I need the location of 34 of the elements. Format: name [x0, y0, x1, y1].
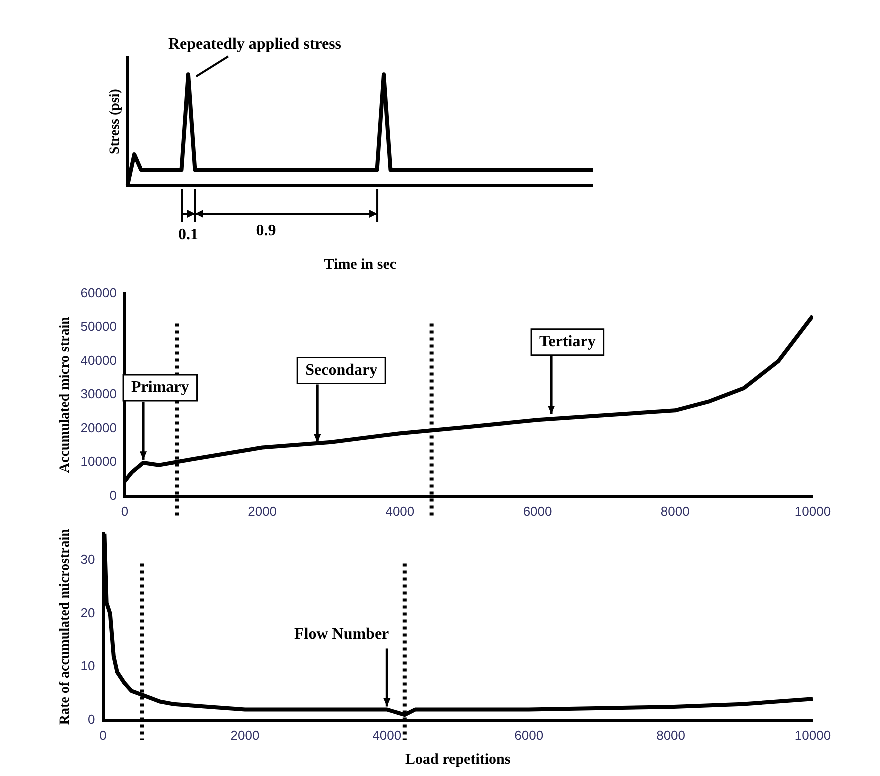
y-tick-label: 30000: [80, 386, 117, 402]
x-tick-label: 0: [121, 504, 129, 519]
y-tick-label: 30: [80, 552, 96, 568]
x-tick-label: 8000: [656, 728, 686, 743]
x-tick-label: 10000: [794, 728, 832, 743]
x-tick-label: 2000: [248, 504, 278, 519]
y-tick-label: 20000: [80, 420, 117, 436]
text: 0.1: [178, 226, 198, 244]
y-tick-label: 10000: [80, 454, 117, 470]
y-tick-label: 0: [110, 488, 117, 503]
y-tick-label: 40000: [80, 352, 117, 368]
annotation: Flow Number: [294, 626, 390, 643]
y-tick-label: 60000: [80, 285, 117, 300]
x-tick-label: 8000: [660, 504, 690, 519]
text: 0.9: [256, 222, 276, 240]
y-tick-label: 10: [80, 658, 96, 674]
x-tick-label: 4000: [372, 728, 402, 743]
x-tick-label: 6000: [523, 504, 552, 519]
y-tick-label: 0: [88, 712, 96, 727]
y-axis-title: Stress (psi): [108, 88, 124, 155]
y-tick-label: 50000: [80, 319, 117, 334]
x-tick-label: 6000: [514, 728, 544, 743]
x-tick-label: 10000: [794, 504, 832, 519]
annotation: Tertiary: [540, 334, 596, 351]
annotation: Primary: [132, 379, 190, 396]
x-tick-label: 4000: [386, 504, 415, 519]
x-axis-title: Load repetitions: [406, 752, 511, 768]
y-axis-title: Accumulated micro strain: [58, 316, 74, 474]
text: Repeatedly applied stress: [168, 36, 342, 53]
y-axis-title: Rate of accumulated microstrain: [58, 528, 74, 726]
y-tick-label: 20: [80, 605, 96, 620]
x-tick-label: 2000: [230, 728, 260, 743]
annotation: Secondary: [306, 362, 378, 379]
x-axis-title: Time in sec: [324, 256, 397, 273]
